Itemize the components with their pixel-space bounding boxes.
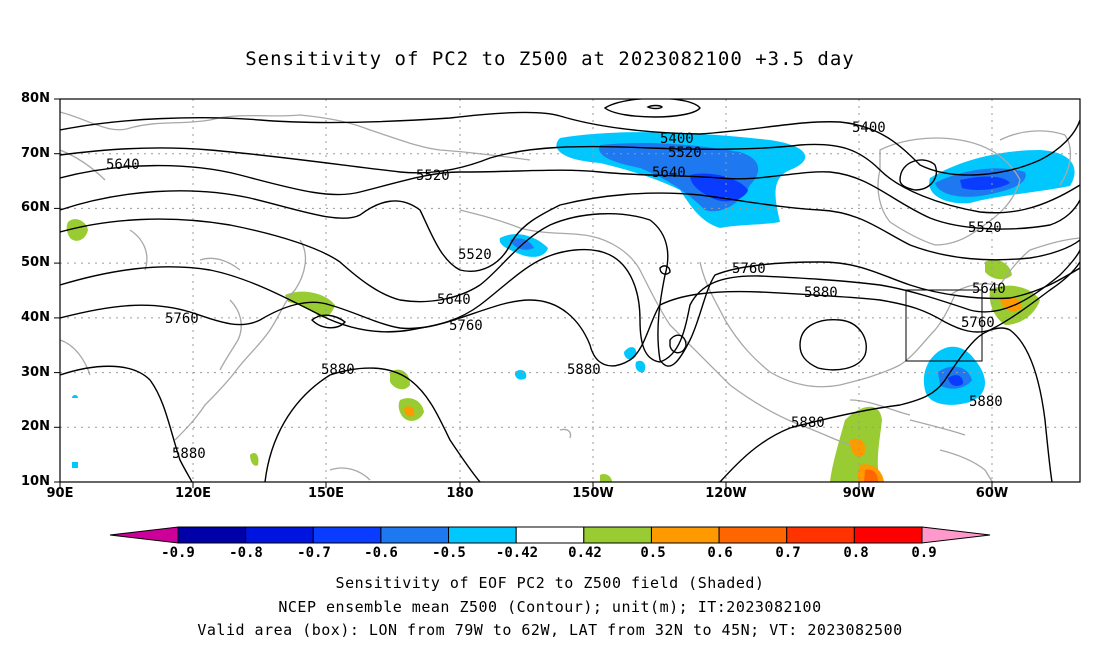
colorbar-label: -0.8 <box>229 545 263 561</box>
caption-line-1: Sensitivity of EOF PC2 to Z500 field (Sh… <box>335 574 765 592</box>
colorbar-swatch <box>515 526 585 544</box>
contour-label: 5880 <box>804 285 838 301</box>
colorbar-swatch <box>312 526 382 544</box>
colorbar-swatch <box>853 526 923 544</box>
map-frame <box>59 98 1081 483</box>
map-title: Sensitivity of PC2 to Z500 at 2023082100… <box>245 48 855 70</box>
contour-label: 5520 <box>416 168 450 184</box>
lat-label: 10N <box>21 474 50 489</box>
lat-label: 70N <box>21 146 50 161</box>
colorbar-label: -0.6 <box>364 545 398 561</box>
lon-label: 120E <box>174 486 212 501</box>
lat-label: 80N <box>21 91 50 106</box>
colorbar-label: 0.8 <box>843 545 869 561</box>
lon-label: 150E <box>307 486 345 501</box>
colorbar-swatch <box>583 526 652 544</box>
lat-label: 40N <box>21 310 50 325</box>
contour-label: 5760 <box>449 318 483 334</box>
colorbar-swatch <box>177 526 247 544</box>
colorbar-low-end <box>109 526 179 544</box>
colorbar-label: -0.5 <box>432 545 466 561</box>
colorbar-label: -0.9 <box>161 545 195 561</box>
colorbar-swatch <box>380 526 450 544</box>
contour-label: 5640 <box>437 292 471 308</box>
caption-line-2: NCEP ensemble mean Z500 (Contour); unit(… <box>278 598 822 616</box>
valid-area-box <box>905 289 983 362</box>
contour-label: 5760 <box>732 261 766 277</box>
colorbar-label: 0.5 <box>640 545 666 561</box>
caption-line-3: Valid area (box): LON from 79W to 62W, L… <box>197 621 903 639</box>
lon-label: 90E <box>46 486 74 501</box>
contour-label: 5520 <box>668 145 702 161</box>
lon-label: 60W <box>975 486 1009 501</box>
contour-label: 5760 <box>961 315 995 331</box>
colorbar-swatch <box>718 526 788 544</box>
contour-label: 5880 <box>567 362 601 378</box>
contour-label: 5880 <box>172 446 206 462</box>
contour-label: 5880 <box>321 362 355 378</box>
contour-label: 5520 <box>968 220 1002 236</box>
contour-label: 5400 <box>852 120 886 136</box>
colorbar <box>109 526 991 544</box>
colorbar-swatch <box>786 526 855 544</box>
colorbar-swatch <box>650 526 720 544</box>
lat-label: 60N <box>21 200 50 215</box>
contour-label-group: 5400 5400 5520 5520 5520 5520 5640 5640 … <box>106 120 1006 462</box>
colorbar-swatch <box>245 526 314 544</box>
colorbar-label: 0.42 <box>568 545 602 561</box>
contour-label: 5520 <box>458 247 492 263</box>
colorbar-high-end <box>921 526 991 544</box>
lon-label: 90W <box>842 486 876 501</box>
contour-label: 5640 <box>652 165 686 181</box>
contour-label: 5640 <box>106 157 140 173</box>
z500-contours <box>60 99 1080 482</box>
lat-label: 50N <box>21 255 50 270</box>
contour-label: 5640 <box>972 281 1006 297</box>
colorbar-label: 0.6 <box>707 545 733 561</box>
lat-label: 20N <box>21 419 50 434</box>
positive-region-kuril <box>285 291 335 318</box>
colorbar-label: -0.7 <box>297 545 331 561</box>
sensitivity-shading <box>66 132 1075 482</box>
lat-label: 30N <box>21 365 50 380</box>
lon-label: 150W <box>572 486 614 501</box>
colorbar-swatch <box>448 526 517 544</box>
contour-label: 5760 <box>165 311 199 327</box>
contour-label: 5880 <box>791 415 825 431</box>
lon-label: 120W <box>705 486 747 501</box>
contour-label: 5880 <box>969 394 1003 410</box>
axis-ticks <box>54 98 993 488</box>
colorbar-label: -0.42 <box>495 545 539 561</box>
colorbar-label: 0.7 <box>775 545 801 561</box>
colorbar-label: 0.9 <box>911 545 937 561</box>
lon-label: 180 <box>446 486 474 501</box>
contour-label: 5400 <box>660 131 694 147</box>
